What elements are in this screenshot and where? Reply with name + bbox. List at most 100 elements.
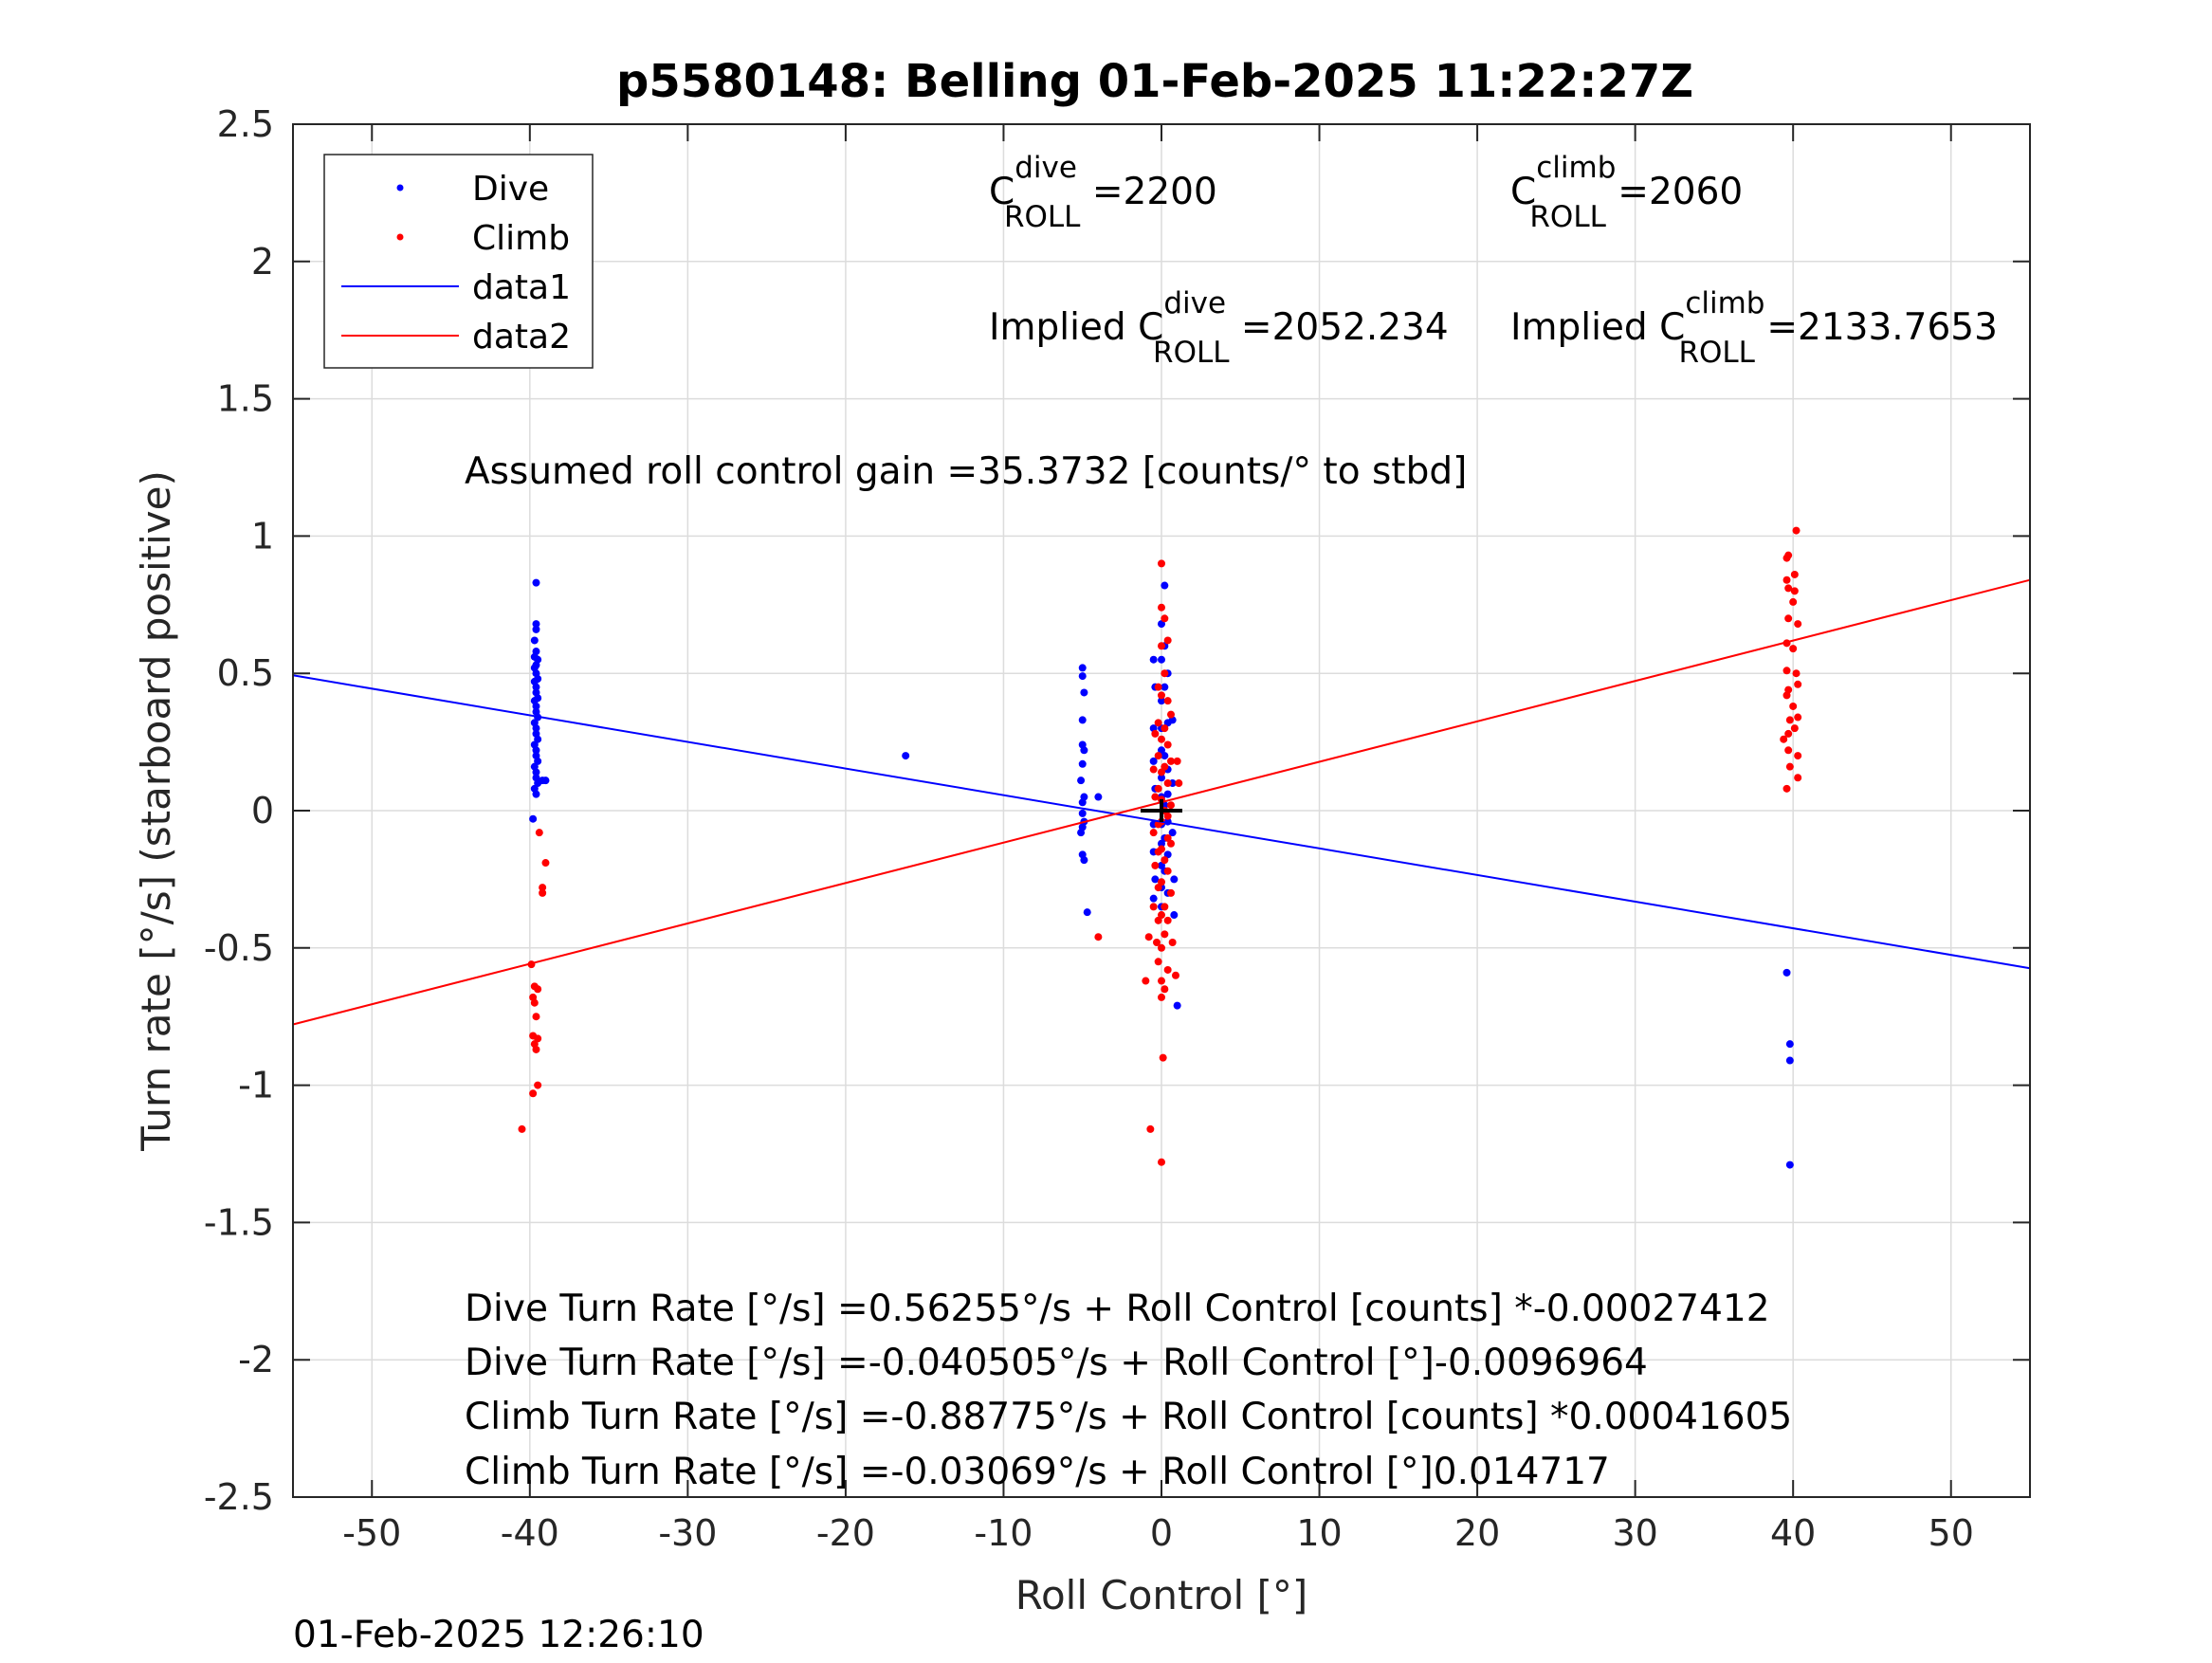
dive-point [532, 620, 540, 629]
climb-point [1153, 939, 1161, 947]
climb-point [1161, 724, 1169, 733]
climb-point [1161, 614, 1169, 623]
climb-point [1158, 642, 1165, 650]
y-tick-label: 0.5 [217, 652, 274, 694]
climb-point [1175, 779, 1183, 788]
climb-point [539, 888, 547, 897]
climb-point [1158, 993, 1165, 1001]
dive-point [1080, 746, 1088, 755]
climb-point [1158, 768, 1165, 777]
climb-point [1158, 735, 1165, 743]
legend-box [323, 154, 594, 369]
climb-point [529, 1089, 538, 1098]
dive-point [1080, 856, 1088, 865]
climb-point [1794, 752, 1802, 760]
y-tick-label: -1 [238, 1065, 274, 1106]
climb-point [1163, 779, 1172, 788]
dive-point [1161, 581, 1169, 590]
climb-point [1161, 856, 1169, 865]
legend-dive-label: Dive [472, 170, 549, 209]
dive-point [1158, 655, 1165, 664]
climb-point [1782, 784, 1791, 793]
climb-point [1158, 911, 1165, 920]
annotations: Cdive ROLL =2200 Cclimb ROLL =2060 Implied… [465, 151, 1998, 1493]
dive-point [1078, 664, 1087, 672]
timestamp: 01-Feb-2025 12:26:10 [293, 1614, 704, 1656]
climb-point [1168, 939, 1177, 947]
dive-point [529, 814, 538, 823]
climb-point [1158, 691, 1165, 700]
dive-point [1158, 746, 1165, 755]
dive-point [1782, 968, 1791, 977]
climb-point [1149, 903, 1158, 911]
climb-point [1158, 845, 1165, 853]
annotation-implied-dive: Implied Cdive ROLL =2052.234 [989, 286, 1449, 370]
climb-point [1158, 603, 1165, 612]
x-tick-label: 10 [1296, 1512, 1342, 1554]
annotation-implied-climb: Implied Cclimb ROLL =2133.7653 [1510, 286, 1998, 370]
data-layer [292, 526, 2031, 1169]
legend-data2-label: data2 [472, 318, 571, 356]
dive-point [1158, 697, 1165, 705]
climb-point [532, 1045, 540, 1053]
climb-point [1154, 916, 1162, 924]
climb-point [1173, 757, 1181, 765]
y-axis-label: Turn rate [°/s] (starboard positive) [133, 470, 179, 1152]
y-tick-label: 1.5 [217, 378, 274, 420]
climb-point [1166, 710, 1175, 719]
climb-point [1166, 888, 1175, 897]
dive-point [1083, 908, 1091, 917]
climb-point [1161, 669, 1169, 678]
x-tick-label: -50 [342, 1512, 401, 1554]
climb-point [1785, 762, 1794, 771]
x-tick-label: -10 [974, 1512, 1033, 1554]
climb-point [1154, 884, 1162, 892]
climb-point [1146, 1124, 1155, 1133]
climb-point [1166, 839, 1175, 848]
dive-point [1080, 688, 1088, 697]
climb-point [1784, 729, 1793, 738]
dive-point [532, 702, 540, 710]
climb-point [1782, 576, 1791, 584]
x-tick-label: 50 [1929, 1512, 1974, 1554]
dive-point [1785, 1160, 1794, 1169]
annotation-c-climb: Cclimb ROLL =2060 [1510, 151, 1743, 234]
dive-point [532, 625, 540, 633]
annotation-gain: Assumed roll control gain =35.3732 [coun… [465, 450, 1467, 493]
dive-point [1170, 911, 1179, 920]
climb-point [1780, 735, 1788, 743]
dive-point [1094, 793, 1103, 801]
dive-point [1158, 774, 1165, 782]
climb-point [518, 1124, 526, 1133]
climb-point [1792, 669, 1801, 678]
climb-point [1161, 985, 1169, 994]
y-tick-label: 1 [251, 515, 274, 557]
climb-point [1784, 614, 1793, 623]
dive-point [1785, 1056, 1794, 1065]
climb-point [1782, 667, 1791, 675]
climb-point [1784, 584, 1793, 593]
dive-point [1163, 850, 1172, 859]
dive-point [532, 746, 540, 755]
dive-point [1078, 716, 1087, 724]
climb-point [1151, 729, 1160, 738]
climb-point [1151, 861, 1160, 869]
dive-point [1078, 759, 1087, 768]
y-tick-label: -0.5 [204, 927, 274, 969]
dive-point [1149, 655, 1158, 664]
dive-point [1168, 829, 1177, 837]
x-tick-label: -20 [816, 1512, 875, 1554]
annotation-eq-climb-deg: Climb Turn Rate [°/s] =-0.03069°/s + Rol… [465, 1451, 1610, 1493]
climb-point [1166, 801, 1175, 810]
dive-point [1173, 1001, 1181, 1010]
chart-title: p5580148: Belling 01-Feb-2025 11:22:27Z [616, 55, 1693, 108]
climb-point [535, 829, 543, 837]
legend-data1-label: data1 [472, 268, 571, 307]
x-tick-label: 30 [1612, 1512, 1657, 1554]
legend-climb-label: Climb [472, 219, 570, 258]
dive-point [1077, 777, 1086, 785]
climb-point [1163, 697, 1172, 705]
climb-point [1158, 878, 1165, 886]
